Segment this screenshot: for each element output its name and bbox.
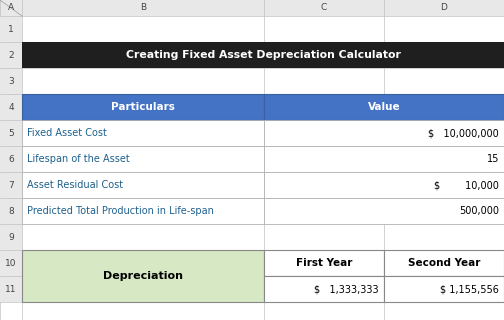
Text: 2: 2 <box>8 51 14 60</box>
Text: 3: 3 <box>8 76 14 85</box>
Text: 6: 6 <box>8 155 14 164</box>
Bar <box>0 146 22 172</box>
Bar <box>22 146 264 172</box>
Text: B: B <box>140 4 146 12</box>
Bar <box>0 276 22 302</box>
Bar <box>0 0 504 16</box>
Text: A: A <box>8 4 14 12</box>
Bar <box>22 172 264 198</box>
Text: 11: 11 <box>5 284 17 293</box>
Bar <box>0 120 22 146</box>
Bar <box>264 94 504 120</box>
Bar <box>0 68 22 94</box>
Bar <box>22 94 264 120</box>
Text: C: C <box>321 4 327 12</box>
Text: Predicted Total Production in Life-span: Predicted Total Production in Life-span <box>27 206 214 216</box>
Text: 8: 8 <box>8 206 14 215</box>
Bar <box>264 120 504 146</box>
Bar <box>22 250 264 302</box>
Text: $        10,000: $ 10,000 <box>434 180 499 190</box>
Bar <box>264 198 504 224</box>
Bar <box>0 224 22 250</box>
Bar <box>264 172 504 198</box>
Text: 1: 1 <box>8 25 14 34</box>
Text: $   1,333,333: $ 1,333,333 <box>314 284 379 294</box>
Bar <box>384 250 504 276</box>
Text: 10: 10 <box>5 259 17 268</box>
Bar <box>0 250 22 276</box>
Bar <box>0 198 22 224</box>
Bar <box>264 276 384 302</box>
Text: Lifespan of the Asset: Lifespan of the Asset <box>27 154 130 164</box>
Text: Value: Value <box>368 102 400 112</box>
Text: Depreciation: Depreciation <box>103 271 183 281</box>
Bar <box>22 198 264 224</box>
Text: 9: 9 <box>8 233 14 242</box>
Bar <box>384 276 504 302</box>
Bar <box>0 94 22 120</box>
Text: 4: 4 <box>8 102 14 111</box>
Text: 15: 15 <box>487 154 499 164</box>
Text: Asset Residual Cost: Asset Residual Cost <box>27 180 123 190</box>
Text: Fixed Asset Cost: Fixed Asset Cost <box>27 128 107 138</box>
Bar <box>0 172 22 198</box>
Text: 500,000: 500,000 <box>459 206 499 216</box>
Text: 7: 7 <box>8 180 14 189</box>
Text: First Year: First Year <box>296 258 352 268</box>
Text: $ 1,155,556: $ 1,155,556 <box>440 284 499 294</box>
Text: 5: 5 <box>8 129 14 138</box>
Bar <box>0 42 22 68</box>
Bar <box>264 146 504 172</box>
Text: $   10,000,000: $ 10,000,000 <box>428 128 499 138</box>
Bar <box>22 120 264 146</box>
Bar <box>22 42 504 68</box>
Text: D: D <box>440 4 448 12</box>
Text: Second Year: Second Year <box>408 258 480 268</box>
Text: Creating Fixed Asset Depreciation Calculator: Creating Fixed Asset Depreciation Calcul… <box>125 50 401 60</box>
Bar <box>264 250 384 276</box>
Bar <box>0 16 22 42</box>
Text: Particulars: Particulars <box>111 102 175 112</box>
